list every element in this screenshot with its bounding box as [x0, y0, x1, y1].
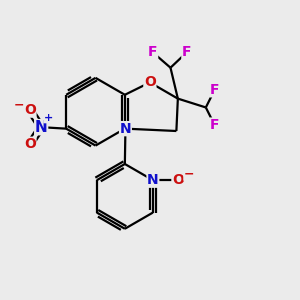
Text: O: O: [172, 173, 184, 187]
Text: −: −: [14, 98, 24, 111]
Text: O: O: [144, 75, 156, 89]
Text: +: +: [44, 113, 53, 123]
Text: F: F: [210, 118, 219, 132]
Text: N: N: [120, 122, 131, 136]
Text: F: F: [182, 45, 191, 59]
Text: F: F: [210, 83, 219, 97]
Text: O: O: [24, 103, 36, 117]
Text: F: F: [148, 45, 158, 59]
Text: N: N: [147, 173, 159, 187]
Text: O: O: [24, 137, 36, 151]
Text: N: N: [35, 120, 48, 135]
Text: −: −: [184, 167, 194, 180]
